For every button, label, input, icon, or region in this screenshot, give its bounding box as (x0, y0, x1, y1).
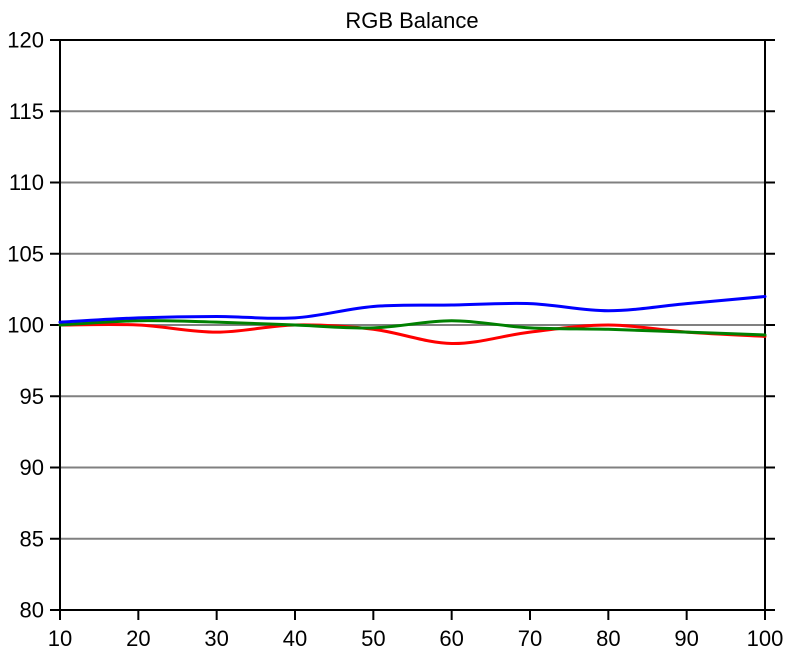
rgb-balance-chart: 10 20 30 40 50 60 70 80 90 100 80 85 90 95 100 105 110 1… (0, 0, 792, 661)
y-tick-label: 90 (20, 455, 44, 480)
y-tick-label: 105 (7, 241, 44, 266)
x-tick-label: 20 (126, 626, 150, 651)
x-axis-labels: 10 20 30 40 50 60 70 80 90 100 (48, 626, 784, 651)
y-tick-label: 80 (20, 598, 44, 623)
y-tick-label: 110 (9, 170, 44, 195)
chart-title: RGB Balance (345, 8, 478, 33)
x-tick-label: 80 (596, 626, 620, 651)
y-axis-labels: 80 85 90 95 100 105 110 115 120 (7, 28, 44, 623)
y-tick-label: 95 (20, 384, 44, 409)
y-tick-label: 120 (7, 28, 44, 53)
x-tick-label: 40 (283, 626, 307, 651)
x-tick-label: 30 (204, 626, 228, 651)
x-tick-label: 90 (674, 626, 698, 651)
x-tick-label: 100 (747, 626, 784, 651)
x-tick-label: 70 (518, 626, 542, 651)
x-axis-ticks (60, 610, 765, 620)
y-tick-label: 100 (7, 313, 44, 338)
x-tick-label: 50 (361, 626, 385, 651)
x-tick-label: 60 (439, 626, 463, 651)
y-tick-label: 85 (20, 526, 44, 551)
y-tick-label: 115 (9, 99, 44, 124)
chart-svg: 10 20 30 40 50 60 70 80 90 100 80 85 90 95 100 105 110 1… (0, 0, 792, 661)
x-tick-label: 10 (48, 626, 72, 651)
